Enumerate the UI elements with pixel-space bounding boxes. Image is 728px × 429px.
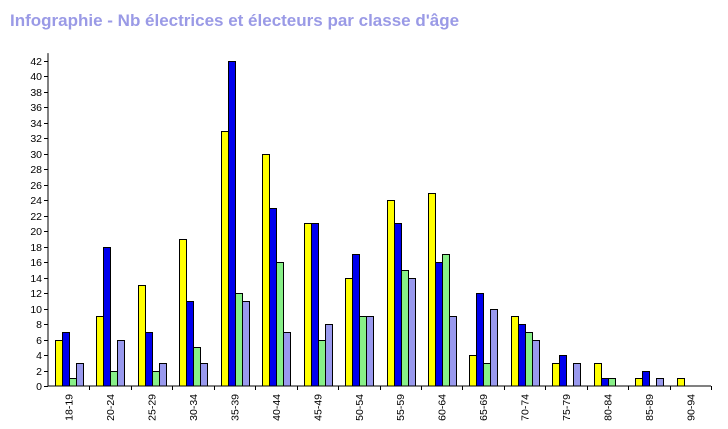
x-tick-label: 70-74 (520, 394, 532, 421)
bar (69, 378, 77, 387)
bar (401, 270, 409, 387)
x-tick-label: 65-69 (478, 394, 490, 421)
chart-title: Infographie - Nb électrices et électeurs… (10, 11, 460, 30)
x-tick-label: 20-24 (105, 394, 117, 421)
x-tick-label: 55-59 (395, 394, 407, 421)
y-tick-label: 32 (30, 133, 42, 145)
bar (276, 262, 284, 387)
bar (525, 332, 533, 387)
bar (152, 371, 160, 387)
bar (304, 223, 312, 387)
bar (490, 309, 498, 387)
bar (62, 332, 70, 387)
bar (635, 378, 643, 387)
bar (283, 332, 291, 387)
x-tick-label: 85-89 (644, 394, 656, 421)
y-tick-label: 26 (30, 180, 42, 192)
y-tick-label: 22 (30, 211, 42, 223)
bar (242, 301, 250, 387)
bar (138, 285, 146, 387)
bar (394, 223, 402, 387)
bar (228, 61, 236, 387)
bar (186, 301, 194, 387)
x-tick-label: 18-19 (64, 394, 76, 421)
x-tick-label: 90-94 (685, 394, 697, 421)
y-tick-label: 34 (30, 118, 42, 130)
bar (511, 316, 519, 387)
bar (159, 363, 167, 387)
bar (559, 355, 567, 387)
bar (469, 355, 477, 387)
bar (110, 371, 118, 387)
bar (235, 293, 243, 387)
bar (359, 316, 367, 387)
y-tick-label: 10 (30, 304, 42, 316)
y-tick-label: 0 (36, 381, 42, 393)
x-tick-label: 75-79 (561, 394, 573, 421)
x-tick-label: 60-64 (437, 394, 449, 421)
y-tick-label: 30 (30, 149, 42, 161)
bar (200, 363, 208, 387)
bar (193, 347, 201, 387)
bar (311, 223, 319, 387)
bar (552, 363, 560, 387)
bar (476, 293, 484, 387)
x-tick-label: 50-54 (354, 394, 366, 421)
x-tick-label: 45-49 (312, 394, 324, 421)
y-tick-label: 2 (36, 366, 42, 378)
bar (55, 340, 63, 387)
bar (318, 340, 326, 387)
x-tick-label: 25-29 (147, 394, 159, 421)
bar (532, 340, 540, 387)
bar (483, 363, 491, 387)
y-tick-label: 14 (30, 273, 42, 285)
bar (387, 200, 395, 387)
bar (408, 278, 416, 387)
bar (608, 378, 616, 387)
bar (269, 208, 277, 387)
bar (428, 193, 436, 387)
bar (96, 316, 104, 387)
y-tick-label: 6 (36, 335, 42, 347)
bar (642, 371, 650, 387)
bar (573, 363, 581, 387)
y-tick-label: 12 (30, 288, 42, 300)
bar (76, 363, 84, 387)
x-tick-label: 30-34 (188, 394, 200, 421)
bar (656, 378, 664, 387)
y-tick-label: 38 (30, 87, 42, 99)
x-tick-label: 80-84 (602, 394, 614, 421)
bar (221, 131, 229, 387)
bar (594, 363, 602, 387)
bar (366, 316, 374, 387)
bar (345, 278, 353, 387)
bar (117, 340, 125, 387)
y-tick-label: 20 (30, 226, 42, 238)
y-tick-label: 42 (30, 56, 42, 68)
bar (435, 262, 443, 387)
y-tick-label: 18 (30, 242, 42, 254)
bar (518, 324, 526, 387)
bar (179, 239, 187, 387)
y-tick-label: 4 (36, 350, 42, 362)
bar (677, 378, 685, 387)
bar (145, 332, 153, 387)
y-tick-label: 16 (30, 257, 42, 269)
x-tick-label: 35-39 (229, 394, 241, 421)
bar (601, 378, 609, 387)
x-tick-label: 40-44 (271, 394, 283, 421)
y-tick-label: 8 (36, 319, 42, 331)
bar (442, 254, 450, 387)
bar (262, 154, 270, 387)
bar (352, 254, 360, 387)
y-tick-label: 40 (30, 71, 42, 83)
bar (325, 324, 333, 387)
y-tick-label: 28 (30, 164, 42, 176)
y-tick-label: 24 (30, 195, 42, 207)
bar (103, 247, 111, 387)
y-tick-label: 36 (30, 102, 42, 114)
bar (449, 316, 457, 387)
